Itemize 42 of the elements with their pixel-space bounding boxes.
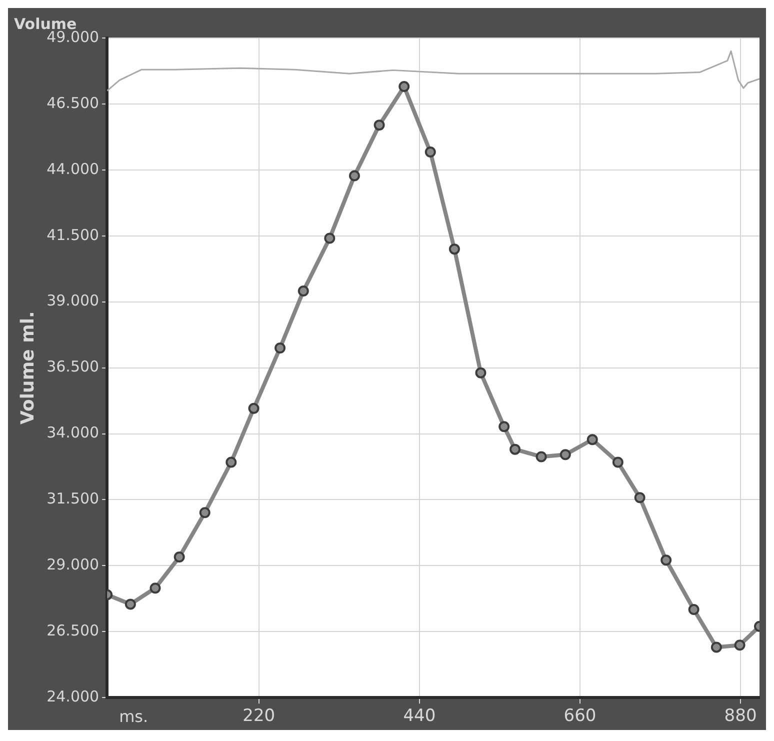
point [688, 604, 700, 615]
x-axis-title: ms. [119, 706, 148, 726]
point [448, 244, 460, 255]
y-tick-label: 44.000 [46, 160, 100, 178]
point [374, 120, 385, 131]
point [226, 456, 237, 468]
point [424, 146, 436, 158]
point [199, 507, 210, 518]
point [660, 554, 672, 566]
x-tick-label: 440 [403, 706, 436, 726]
point [586, 434, 598, 446]
y-tick-label: 31.500 [46, 490, 100, 508]
y-tick-label: 41.500 [46, 226, 100, 244]
point [348, 170, 360, 182]
y-tick-label: 24.000 [46, 687, 100, 706]
point [560, 449, 571, 460]
point [475, 367, 486, 378]
point [174, 551, 185, 562]
point [634, 492, 646, 504]
point [298, 286, 309, 297]
x-tick-label: 220 [242, 706, 276, 726]
y-tick-label: 36.500 [46, 358, 100, 376]
point [498, 421, 510, 432]
point [398, 81, 410, 92]
point [124, 598, 136, 610]
point [150, 582, 161, 594]
y-tick-label: 26.500 [46, 622, 100, 640]
x-tick-label: 880 [724, 706, 757, 726]
y-tick-label: 34.000 [46, 424, 100, 442]
point [248, 402, 260, 414]
point [734, 640, 746, 651]
point [612, 456, 624, 468]
x-tick-label: 660 [564, 706, 596, 726]
y-tick-label: 39.000 [46, 292, 100, 310]
y-axis-title: Volume ml. [17, 311, 38, 424]
y-tick-label: 46.500 [46, 94, 100, 112]
point [324, 232, 336, 244]
point [274, 342, 286, 354]
y-tick-label: 29.000 [46, 556, 100, 574]
point [536, 451, 547, 462]
point [510, 444, 521, 455]
point [710, 642, 722, 653]
